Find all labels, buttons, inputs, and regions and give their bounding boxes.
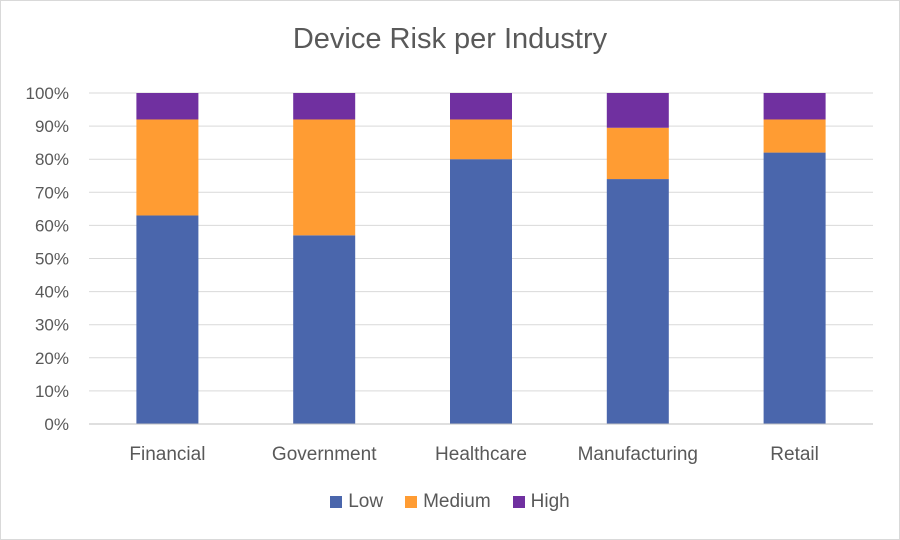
legend-label: Low xyxy=(348,491,384,512)
legend-item-low: Low xyxy=(330,491,383,513)
plot-area: 0% 10% 20% 30% 40% 50% 60% 70% 80% 90% 100% Financi… xyxy=(26,84,873,465)
bar-low-manufacturing xyxy=(606,179,669,424)
y-tick-label: 80% xyxy=(35,150,69,169)
bar-medium-manufacturing xyxy=(606,127,669,180)
x-tick-label: Retail xyxy=(770,444,819,465)
x-tick-label: Healthcare xyxy=(435,444,527,465)
legend: Low Medium High xyxy=(1,491,899,513)
legend-swatch xyxy=(405,496,418,508)
bar-low-healthcare xyxy=(450,159,512,424)
bar-medium-government xyxy=(293,119,356,236)
bar-medium-healthcare xyxy=(450,119,512,160)
x-tick-label: Financial xyxy=(129,444,205,465)
x-tick-label: Manufacturing xyxy=(578,444,698,465)
bar-medium-financial xyxy=(136,119,199,216)
y-tick-label: 60% xyxy=(35,216,69,235)
y-tick-label: 100% xyxy=(26,84,69,103)
y-tick-label: 90% xyxy=(35,117,69,136)
legend-item-medium: Medium xyxy=(405,491,491,513)
bar-high-government xyxy=(293,93,356,120)
bar-high-financial xyxy=(136,93,199,120)
y-tick-label: 20% xyxy=(35,349,69,368)
legend-label: Medium xyxy=(423,491,491,512)
y-tick-label: 70% xyxy=(35,183,69,202)
bars xyxy=(136,93,826,424)
bar-high-manufacturing xyxy=(606,93,669,128)
x-tick-label: Government xyxy=(272,444,377,465)
y-tick-label: 30% xyxy=(35,316,69,335)
bar-high-retail xyxy=(763,93,826,120)
legend-label: High xyxy=(530,491,570,512)
y-tick-label: 50% xyxy=(35,250,69,269)
bar-medium-retail xyxy=(763,119,826,153)
bar-low-retail xyxy=(763,152,826,424)
chart-title: Device Risk per Industry xyxy=(292,23,608,55)
y-tick-label: 10% xyxy=(35,382,69,401)
bar-low-financial xyxy=(136,215,199,424)
y-tick-label: 40% xyxy=(35,283,69,302)
axes: 0% 10% 20% 30% 40% 50% 60% 70% 80% 90% 100% Financi… xyxy=(26,84,873,465)
bar-high-healthcare xyxy=(450,93,512,120)
legend-swatch xyxy=(330,496,343,508)
legend-item-high: High xyxy=(512,491,570,513)
y-tick-label: 0% xyxy=(44,415,69,434)
legend-swatch xyxy=(512,496,525,508)
bar-low-government xyxy=(293,235,356,424)
